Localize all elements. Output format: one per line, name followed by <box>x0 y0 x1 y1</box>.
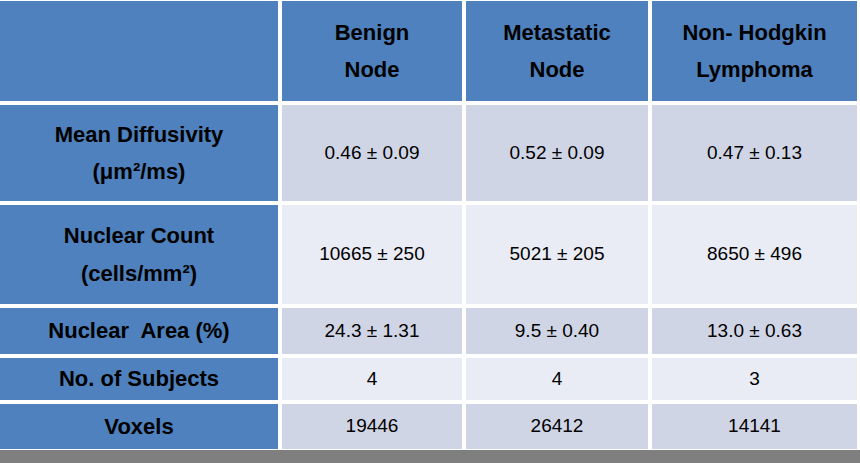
row-header-nuclear-count: Nuclear Count (cells/mm²) <box>0 205 278 304</box>
value-cell-nuclear-count-benign: 10665 ± 250 <box>282 205 462 304</box>
value-cell-subjects-metastatic: 4 <box>466 358 648 400</box>
results-table-figure: Benign Node Metastatic Node Non- Hodgkin… <box>0 0 860 463</box>
row-header-voxels: Voxels <box>0 404 278 449</box>
value-cell-mean-diffusivity-lymphoma: 0.47 ± 0.13 <box>652 105 857 201</box>
bottom-gray-bar <box>0 450 860 463</box>
table-corner-cell <box>0 1 278 101</box>
column-header-non-hodgkin-lymphoma: Non- Hodgkin Lymphoma <box>652 1 857 101</box>
value-cell-voxels-metastatic: 26412 <box>466 404 648 449</box>
value-cell-subjects-benign: 4 <box>282 358 462 400</box>
row-header-no-of-subjects: No. of Subjects <box>0 358 278 400</box>
row-header-mean-diffusivity: Mean Diffusivity (μm²/ms) <box>0 105 278 201</box>
results-table: Benign Node Metastatic Node Non- Hodgkin… <box>0 0 857 449</box>
value-cell-nuclear-area-metastatic: 9.5 ± 0.40 <box>466 308 648 354</box>
value-cell-mean-diffusivity-benign: 0.46 ± 0.09 <box>282 105 462 201</box>
value-cell-nuclear-count-metastatic: 5021 ± 205 <box>466 205 648 304</box>
value-cell-nuclear-area-lymphoma: 13.0 ± 0.63 <box>652 308 857 354</box>
value-cell-mean-diffusivity-metastatic: 0.52 ± 0.09 <box>466 105 648 201</box>
value-cell-voxels-benign: 19446 <box>282 404 462 449</box>
row-header-nuclear-area: Nuclear Area (%) <box>0 308 278 354</box>
column-header-benign-node: Benign Node <box>282 1 462 101</box>
column-header-metastatic-node: Metastatic Node <box>466 1 648 101</box>
value-cell-nuclear-area-benign: 24.3 ± 1.31 <box>282 308 462 354</box>
value-cell-voxels-lymphoma: 14141 <box>652 404 857 449</box>
value-cell-nuclear-count-lymphoma: 8650 ± 496 <box>652 205 857 304</box>
value-cell-subjects-lymphoma: 3 <box>652 358 857 400</box>
